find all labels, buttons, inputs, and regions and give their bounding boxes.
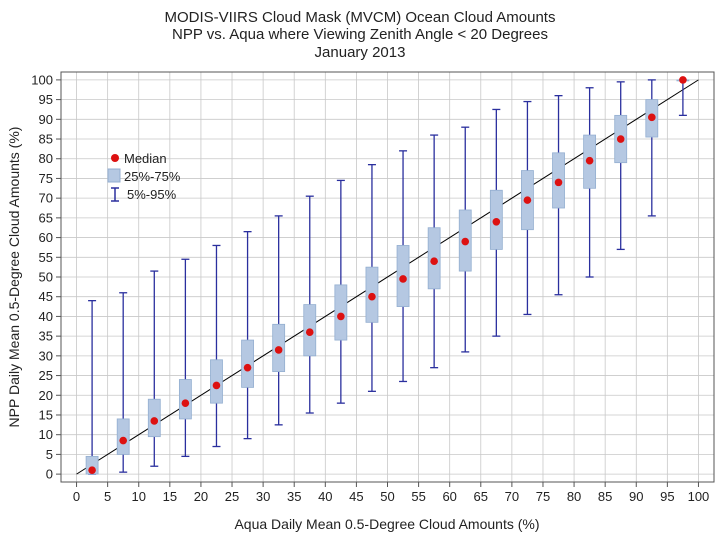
y-tick-label: 10 xyxy=(39,427,53,442)
median-point xyxy=(368,292,376,301)
grid-layer xyxy=(61,72,714,482)
x-tick-label: 55 xyxy=(411,489,425,504)
median-point xyxy=(616,135,625,143)
median-point xyxy=(88,466,96,474)
iqr-box xyxy=(241,339,254,388)
y-tick-label: 0 xyxy=(46,467,53,482)
x-tick-label: 35 xyxy=(287,489,301,504)
tick-layer: 0 5 10 15 20 25 30 35 40 45 50 55 60 65 70 75 80 85 90 95 10… xyxy=(31,72,709,504)
median-point xyxy=(554,178,563,187)
x-tick-label: 85 xyxy=(598,489,612,504)
median-point xyxy=(585,156,594,165)
y-tick-label: 5 xyxy=(46,447,53,462)
median-point xyxy=(679,76,687,84)
median-point xyxy=(523,196,532,204)
y-tick-label: 20 xyxy=(39,388,53,403)
x-tick-label: 45 xyxy=(349,489,363,504)
median-point xyxy=(181,399,190,407)
x-tick-label: 15 xyxy=(163,489,177,504)
y-tick-label: 40 xyxy=(39,309,53,324)
legend-iqr-label: 25%-75% xyxy=(124,169,181,184)
median-point xyxy=(212,381,221,390)
y-tick-label: 45 xyxy=(39,289,53,304)
x-tick-label: 60 xyxy=(442,489,456,504)
y-tick-label: 65 xyxy=(39,210,53,225)
median-point xyxy=(337,312,345,321)
y-tick-label: 60 xyxy=(39,230,53,245)
median-point xyxy=(305,328,314,336)
y-tick-label: 15 xyxy=(39,407,53,422)
median-point xyxy=(150,417,159,425)
chart-title-line-3: January 2013 xyxy=(314,44,406,61)
iqr-box xyxy=(178,379,192,420)
median-point xyxy=(274,346,283,354)
y-tick-label: 35 xyxy=(39,329,53,344)
y-tick-label: 85 xyxy=(39,132,53,147)
x-tick-label: 5 xyxy=(104,489,111,504)
iqr-box xyxy=(116,418,130,455)
y-tick-label: 90 xyxy=(39,112,53,127)
x-tick-label: 30 xyxy=(256,489,270,504)
x-tick-label: 20 xyxy=(194,489,208,504)
iqr-box xyxy=(210,359,223,404)
median-point xyxy=(119,436,127,445)
legend: Median 25%-75% 5%-95% xyxy=(107,151,181,202)
median-point xyxy=(243,363,252,372)
y-tick-label: 30 xyxy=(39,348,53,363)
x-tick-label: 80 xyxy=(567,489,581,504)
median-point xyxy=(648,113,656,122)
x-tick-label: 50 xyxy=(380,489,394,504)
chart-title-line-2: NPP vs. Aqua where Viewing Zenith Angle … xyxy=(172,26,548,43)
x-tick-label: 0 xyxy=(73,489,80,504)
x-tick-label: 90 xyxy=(629,489,643,504)
legend-median-marker xyxy=(111,154,119,162)
y-tick-label: 25 xyxy=(39,368,53,383)
y-axis-label: NPP Daily Mean 0.5-Degree Cloud Amounts … xyxy=(6,127,22,428)
median-point xyxy=(399,275,407,283)
x-tick-label: 65 xyxy=(474,489,488,504)
y-tick-label: 95 xyxy=(39,92,53,107)
x-tick-label: 95 xyxy=(660,489,674,504)
box-layer xyxy=(85,76,690,475)
x-tick-label: 100 xyxy=(688,489,710,504)
y-tick-label: 75 xyxy=(39,171,53,186)
y-tick-label: 80 xyxy=(39,151,53,166)
x-tick-label: 10 xyxy=(132,489,146,504)
y-tick-label: 70 xyxy=(39,191,53,206)
median-point xyxy=(461,237,470,246)
legend-median-label: Median xyxy=(124,151,167,166)
legend-whisker-label: 5%-95% xyxy=(127,187,177,202)
x-tick-label: 25 xyxy=(225,489,239,504)
y-tick-label: 50 xyxy=(39,270,53,285)
chart-title-line-1: MODIS-VIIRS Cloud Mask (MVCM) Ocean Clou… xyxy=(164,9,556,26)
x-axis-label: Aqua Daily Mean 0.5-Degree Cloud Amounts… xyxy=(234,516,539,532)
iqr-box xyxy=(334,284,348,341)
x-tick-label: 70 xyxy=(505,489,519,504)
y-tick-label: 100 xyxy=(31,72,53,87)
x-tick-label: 40 xyxy=(318,489,332,504)
median-point xyxy=(492,218,501,226)
x-tick-label: 75 xyxy=(536,489,550,504)
legend-iqr-box xyxy=(107,168,121,183)
y-tick-label: 55 xyxy=(39,250,53,265)
median-point xyxy=(430,257,438,266)
legend-whisker-marker xyxy=(111,187,119,202)
